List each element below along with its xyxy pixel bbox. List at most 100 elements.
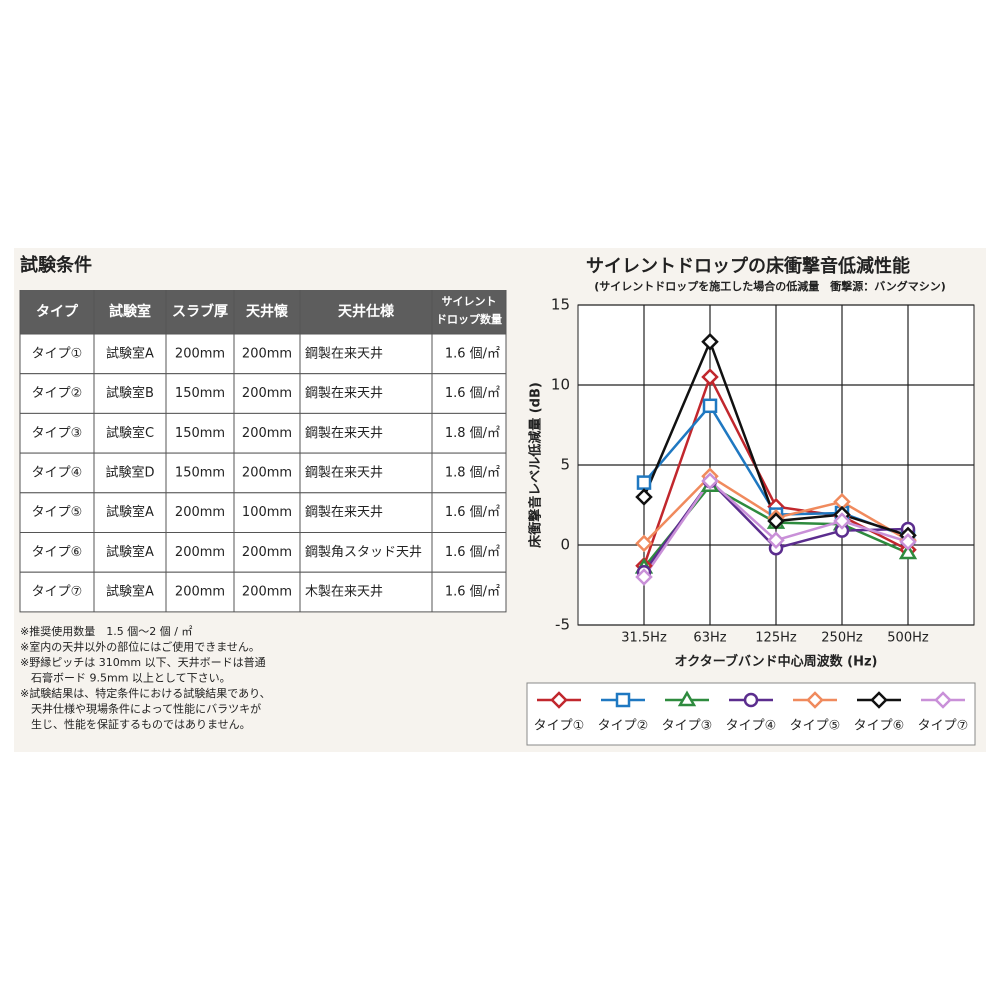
legend-marker: [870, 691, 888, 709]
table-cell: 200mm: [242, 386, 292, 401]
table-cell: 1.6 個/㎡: [445, 346, 500, 361]
x-tick-label: 63Hz: [693, 631, 726, 646]
y-tick-label: 10: [551, 376, 570, 394]
legend-marker: [677, 690, 697, 707]
table-row: [19, 532, 507, 573]
table-cell: 試験室A: [106, 544, 154, 560]
data-point: [635, 534, 653, 553]
data-point: [635, 488, 653, 506]
table-cell: 150mm: [175, 465, 225, 480]
data-point: [702, 398, 718, 414]
data-point: [767, 531, 785, 549]
legend-label: タイプ③: [662, 719, 713, 734]
table-cell: 鋼製在来天井: [305, 426, 383, 441]
table-cell: 200mm: [242, 465, 292, 480]
legend-marker: [615, 692, 631, 708]
section-title: 試験条件: [20, 254, 92, 276]
table-cell: 200mm: [175, 585, 225, 600]
table-cell: 鋼製在来天井: [305, 465, 383, 480]
data-point: [636, 475, 652, 490]
table-cell: 1.8 個/㎡: [445, 465, 500, 480]
data-point: [833, 512, 851, 530]
table-cell: タイプ②: [32, 386, 83, 401]
table-cell: 試験室A: [106, 504, 154, 520]
header-cell: タイプ: [36, 304, 79, 320]
legend-label: タイプ①: [534, 719, 585, 734]
table-cell: タイプ⑥: [32, 545, 83, 560]
table-cell: タイプ⑤: [32, 505, 83, 520]
table-cell: 鋼製在来天井: [305, 346, 383, 361]
legend-box: [526, 682, 976, 746]
table-cell: 1.6 個/㎡: [445, 585, 500, 600]
table-cell: タイプ⑦: [32, 585, 83, 600]
legend-label: タイプ⑥: [854, 719, 905, 734]
table-cell: 鋼製在来天井: [305, 505, 383, 520]
data-point: [898, 543, 918, 560]
table-row: [19, 492, 507, 533]
legend-label: タイプ②: [598, 719, 649, 734]
note: ※室内の天井以外の部位にはご使用できません。: [20, 640, 260, 654]
legend-marker: [550, 691, 568, 709]
legend-label: タイプ⑦: [918, 719, 969, 734]
legend-label: タイプ⑤: [790, 719, 841, 734]
data-point: [899, 533, 917, 551]
table-cell: 1.6 個/㎡: [445, 505, 500, 520]
header-cell: スラブ厚: [172, 303, 228, 320]
x-tick-label: 125Hz: [755, 631, 797, 646]
chart-subtitle: (サイレントドロップを施工した場合の低減量 衝撃源：バングマシン): [594, 279, 946, 293]
table-cell: 100mm: [242, 505, 292, 520]
y-tick-label: 15: [551, 296, 570, 314]
note: 石膏ボード 9.5mm 以上として下さい。: [20, 671, 231, 685]
data-point: [701, 472, 719, 490]
header-cell: ドロップ数量: [436, 312, 502, 326]
x-tick-label: 500Hz: [887, 631, 929, 646]
table-cell: 150mm: [175, 426, 225, 441]
x-axis-label: オクターブバンド中心周波数 (Hz): [675, 654, 878, 670]
note: 天井仕様や現場条件によって性能にバラツキが: [20, 702, 261, 716]
table-cell: 200mm: [242, 426, 292, 441]
y-tick-label: 0: [560, 536, 570, 554]
table-cell: 1.6 個/㎡: [445, 545, 500, 560]
legend-marker: [743, 692, 759, 708]
note: ※野縁ピッチは 310mm 以下、天井ボードは普通: [20, 655, 266, 669]
x-tick-label: 250Hz: [821, 631, 863, 646]
header-cell: サイレント: [442, 295, 497, 308]
table-cell: タイプ①: [32, 346, 83, 361]
table-cell: 150mm: [175, 386, 225, 401]
data-point: [635, 568, 653, 586]
table-row: [19, 571, 507, 613]
data-point: [701, 333, 719, 351]
table-cell: 鋼製在来天井: [305, 386, 383, 401]
table-cell: 木製在来天井: [305, 585, 383, 600]
chart-title: サイレントドロップの床衝撃音低減性能: [586, 255, 910, 277]
table-cell: 200mm: [175, 346, 225, 361]
data-point: [767, 512, 785, 530]
note: 生じ、性能を保証するものではありません。: [20, 717, 251, 731]
note: ※推奨使用数量 1.5 個〜2 個 / ㎡: [20, 624, 192, 638]
table-cell: 1.6 個/㎡: [445, 386, 500, 401]
table-cell: 200mm: [175, 505, 225, 520]
header-cell: 試験室: [109, 303, 151, 320]
legend-label: タイプ④: [726, 719, 777, 734]
header-cell: 天井仕様: [338, 303, 395, 320]
table-cell: 試験室D: [105, 464, 154, 480]
y-tick-label: 5: [560, 456, 570, 474]
x-tick-label: 31.5Hz: [621, 631, 667, 646]
y-tick-label: -5: [555, 616, 570, 634]
table-row: [19, 452, 507, 494]
table-cell: 試験室A: [106, 345, 154, 361]
table-cell: 鋼製角スタッド天井: [305, 545, 422, 560]
table-cell: 200mm: [242, 346, 292, 361]
legend-marker: [806, 691, 824, 709]
table-cell: 200mm: [175, 545, 225, 560]
table-cell: タイプ③: [32, 426, 83, 441]
table-cell: タイプ④: [32, 465, 83, 480]
table-cell: 試験室C: [106, 425, 154, 441]
table-cell: 試験室A: [106, 584, 154, 600]
header-cell: 天井懐: [246, 303, 288, 320]
table-cell: 200mm: [242, 585, 292, 600]
table-cell: 200mm: [242, 545, 292, 560]
table-cell: 1.8 個/㎡: [445, 426, 500, 441]
table-cell: 試験室B: [106, 385, 154, 401]
